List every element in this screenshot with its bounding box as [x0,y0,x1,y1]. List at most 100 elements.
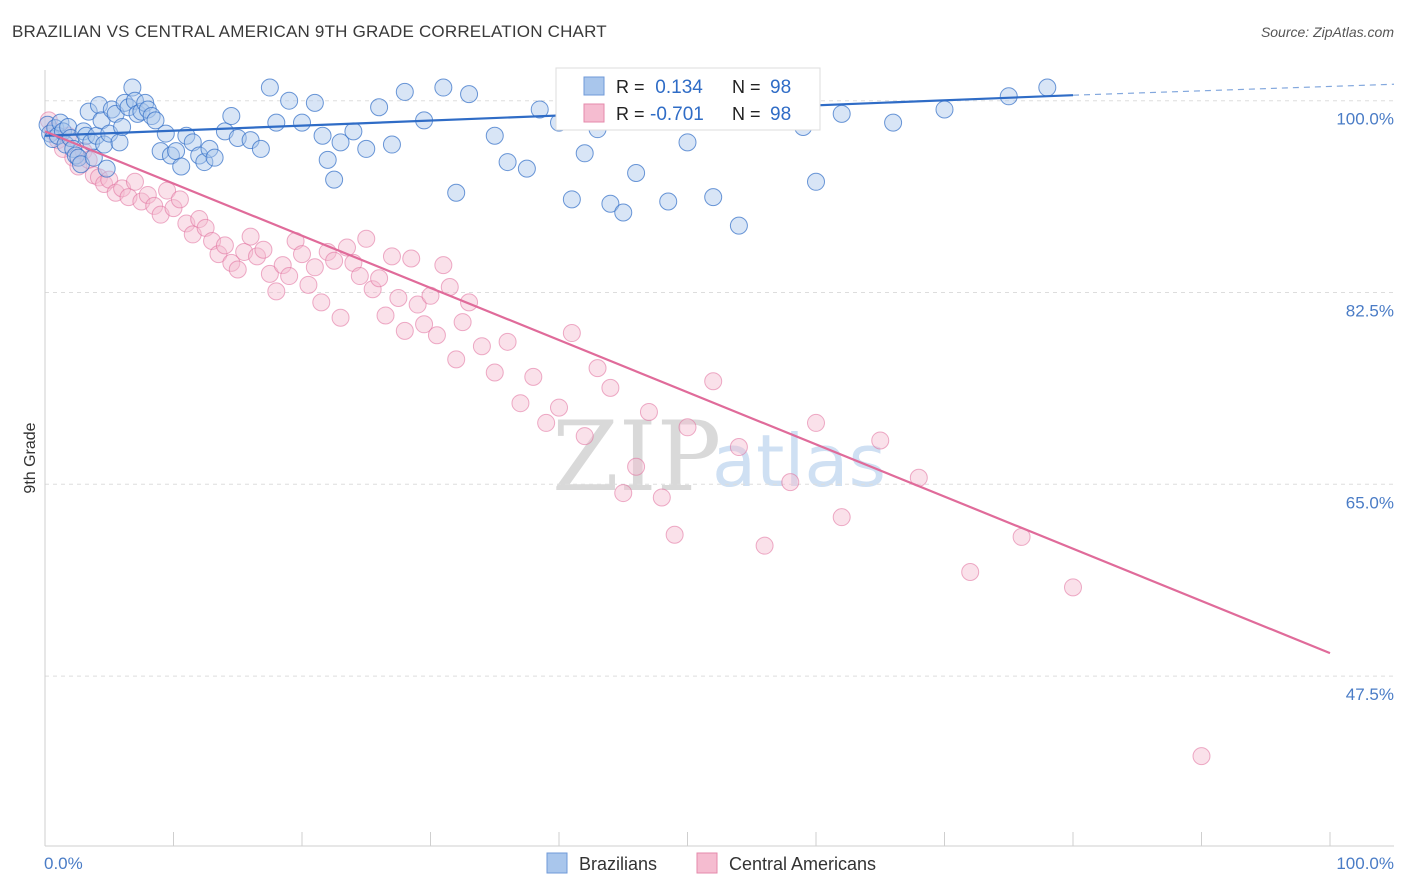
central-americans-point [588,359,607,378]
central-americans-point [363,280,382,299]
central-americans-point [562,324,581,343]
source-label: Source: ZipAtlas.com [1260,24,1394,40]
legend-r-value-2: -0.701 [650,104,704,125]
axes [44,70,1394,847]
brazilians-point [66,146,85,165]
brazilians-point [447,183,466,202]
central-americans-point [485,363,504,382]
gridlines [45,100,1394,677]
central-americans-point [1192,747,1211,766]
central-americans-point [100,170,119,189]
central-americans-point [241,227,260,246]
brazilians-point [132,102,151,121]
central-americans-point [196,218,215,237]
brazilians-point [177,126,196,145]
central-americans-point [614,484,633,503]
brazilians-point [79,102,98,121]
brazilians-point [172,157,191,176]
watermark-atlas: atlas [712,419,886,503]
brazilians-point [562,190,581,209]
brazilians-point [614,203,633,222]
brazilians-point [123,78,142,97]
central-americans-point [871,431,890,450]
brazilians-point [97,159,116,178]
legend-n-label-2: N = [732,104,761,124]
central-americans-point [164,199,183,218]
central-americans-point [415,315,434,334]
brazilians-point [267,113,286,132]
central-americans-point [1064,578,1082,597]
legend-n-label-1: N = [732,77,761,97]
brazilians-point [146,111,165,130]
brazilians-point [293,113,311,132]
central-americans-point [807,413,825,432]
central-americans-point [447,350,466,369]
central-americans-point [280,267,299,286]
brazilians-point [370,98,389,117]
central-americans-point [961,562,980,581]
central-americans-point [170,190,189,209]
brazilians-point [1038,78,1057,97]
central-americans-point [370,269,389,288]
central-americans-point [273,256,292,275]
brazilians-point [517,159,536,178]
brazilians-point [318,150,337,169]
brazilians-point [200,139,219,158]
brazilians-point [884,113,903,132]
central-americans-point [254,240,273,259]
central-americans-point [145,196,164,215]
brazilians-point [832,104,851,123]
central-americans-point [575,427,594,446]
central-americans-point [408,295,427,314]
central-americans-point [627,457,646,476]
central-americans-point [678,418,697,437]
brazilians-point [729,216,748,235]
brazilians-point [95,135,114,154]
central-americans-point [511,394,530,413]
central-americans-point [215,236,234,255]
central-americans-point [138,185,157,204]
central-americans-point [209,245,228,264]
central-americans-point [402,249,421,268]
legend-r-value-1: 0.134 [650,77,703,98]
brazilians-point [113,117,132,136]
brazilians-point [485,126,504,145]
brazilians-point [659,192,678,211]
x-tick-label-left: 0.0% [44,854,83,873]
central-americans-trend-line [44,130,1331,655]
brazilians-point [357,139,376,158]
brazilians-point [260,78,279,97]
brazilians-trend-extension [1072,83,1395,96]
central-americans-point [434,256,453,275]
brazilians-point [575,144,594,163]
y-tick-label-2: 65.0% [1346,493,1394,512]
central-americans-point [125,172,144,191]
y-tick-label-3: 47.5% [1346,685,1394,704]
brazilians-point [434,78,453,97]
legend-r-label-1: R = [616,77,645,97]
brazilians-point [305,93,324,112]
brazilians-point [498,153,517,172]
brazilians-point [313,126,332,145]
brazilians-point [331,133,350,152]
central-americans-point [395,321,414,340]
bottom-legend: Brazilians Central Americans [546,852,876,874]
central-americans-point [524,367,543,386]
brazilians-point [999,87,1018,106]
central-americans-point [755,536,774,555]
bottom-legend-label-central-americans: Central Americans [729,854,876,874]
central-americans-point [639,402,658,421]
central-americans-point [427,326,446,345]
brazilians-point [601,194,620,213]
central-americans-point [704,372,723,391]
brazilians-point [156,124,175,143]
central-americans-point [222,253,241,272]
central-americans-point [832,508,851,527]
legend-r-label-2: R = [616,104,645,124]
brazilians-point [110,133,129,152]
bottom-legend-label-brazilians: Brazilians [579,854,657,874]
brazilians-points [38,76,1057,235]
central-americans-point [305,258,324,277]
central-americans-point [389,288,408,307]
